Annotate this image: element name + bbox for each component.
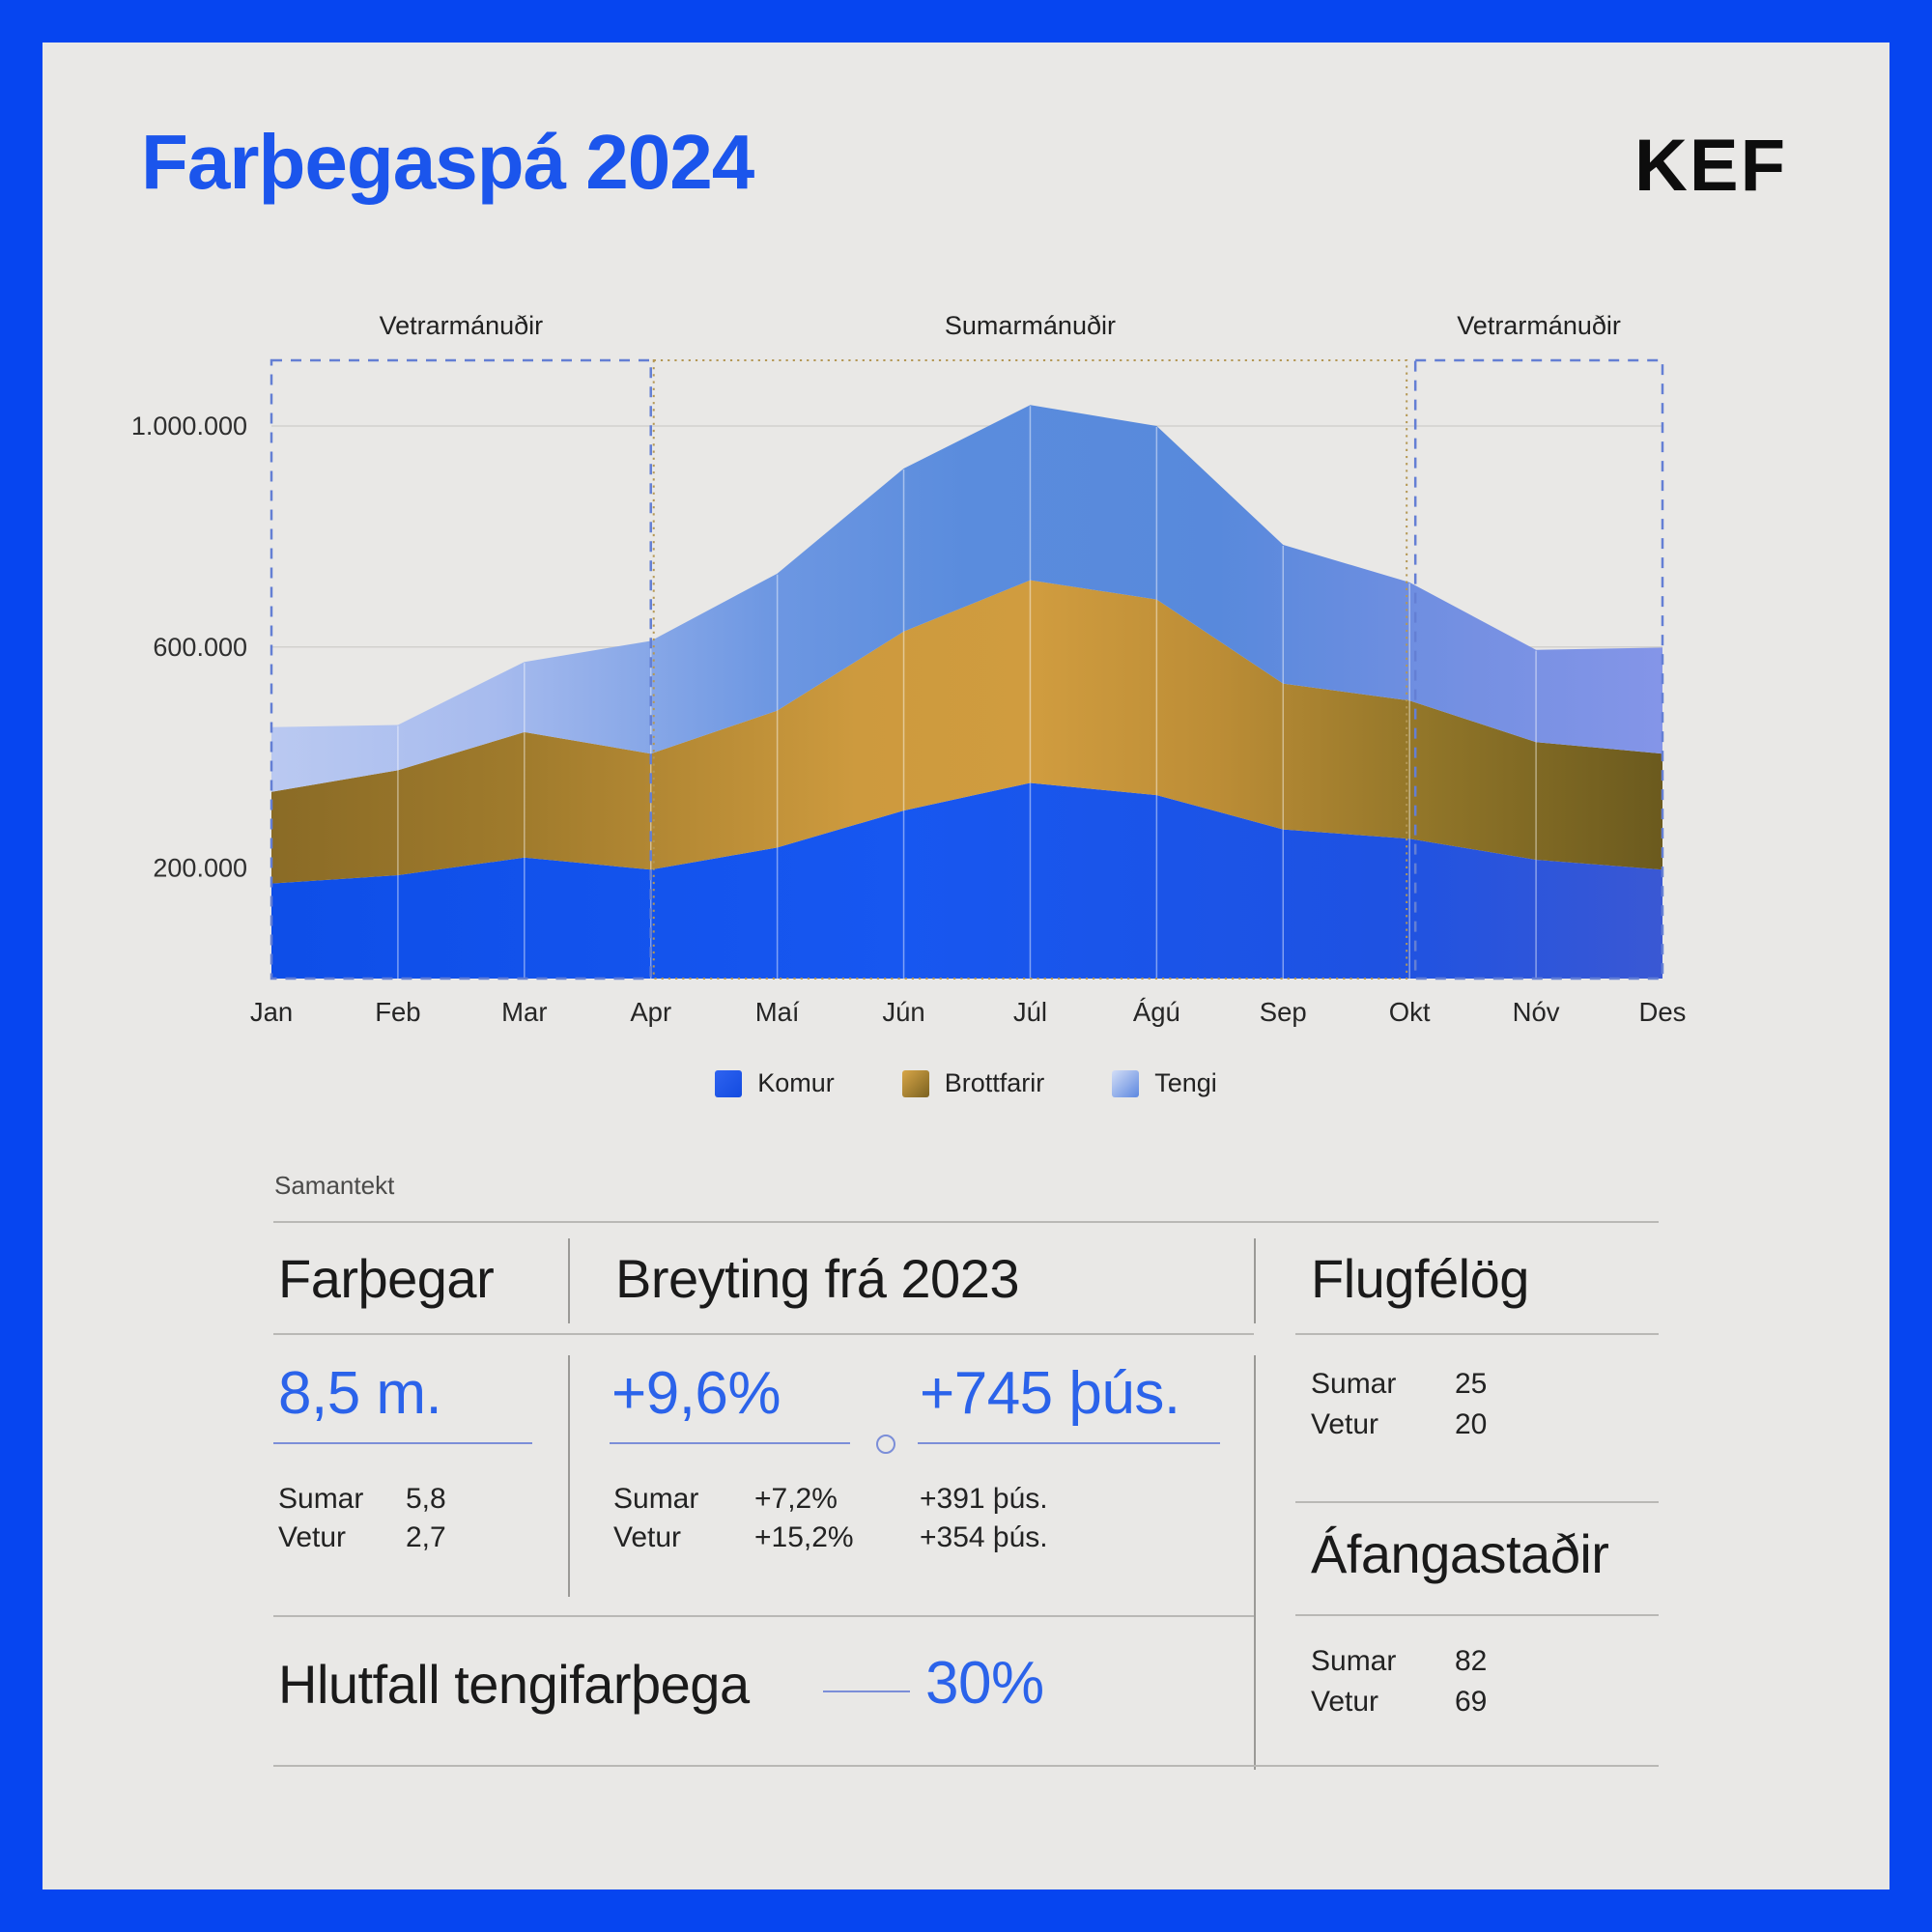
row-value: 25 [1455,1368,1488,1400]
farthegar-total-value: 8,5 m. [278,1360,442,1427]
stage: Farþegaspá 2024 KEF 1.000.000 600.000 200.… [43,43,1889,1889]
row-pct: +7,2% [754,1483,838,1515]
divider [1254,1238,1256,1323]
afangastadir-heading: Áfangastaðir [1311,1523,1609,1584]
x-axis-tick-label: Ágú [1133,997,1180,1027]
x-axis-tick-label: Júl [1013,997,1047,1027]
season-region-box [270,358,652,980]
season-region-label: Vetrarmánuðir [1457,311,1621,340]
breyting-abs-vetur: +354 þús. [920,1521,1048,1553]
row-label: Sumar [278,1483,364,1515]
value-underline [273,1442,532,1444]
divider [1295,1501,1659,1503]
row-label: Sumar [1311,1368,1397,1400]
divider [273,1221,1659,1223]
value-underline [610,1442,850,1444]
flugfelog-row-vetur: Vetur 20 [1311,1407,1487,1442]
stacked-area-chart: 1.000.000 600.000 200.000 Vetrarmánuðir Suma… [131,311,1687,1027]
row-value: 20 [1455,1408,1488,1440]
afangastadir-row-vetur: Vetur 69 [1311,1685,1487,1719]
x-axis-tick-label: Okt [1389,997,1431,1027]
legend-label: Komur [757,1068,835,1097]
chart-area-tengi [271,405,1662,792]
divider [273,1333,1254,1335]
row-label: Sumar [613,1483,699,1515]
hlutfall-label: Hlutfall tengifarþega [278,1654,750,1715]
breyting-absolute-value: +745 þús. [920,1360,1180,1427]
legend-item-komur: Komur [715,1068,835,1098]
breyting-heading: Breyting frá 2023 [615,1248,1019,1309]
legend-swatch-icon [1112,1069,1140,1097]
summary-section-label: Samantekt [274,1171,395,1200]
row-value: 2,7 [406,1521,446,1553]
breyting-percent-value: +9,6% [611,1360,781,1427]
chart-area-komur [271,782,1662,979]
hlutfall-value: 30% [925,1650,1044,1717]
circle-connector-icon [876,1435,895,1454]
legend-label: Brottfarir [944,1068,1045,1097]
row-label: Vetur [1311,1408,1379,1440]
page-title: Farþegaspá 2024 [141,119,754,205]
season-region-label: Sumarmánuðir [945,311,1116,340]
divider [1254,1355,1256,1770]
season-region-box [1413,358,1664,980]
afangastadir-row-sumar: Sumar 82 [1311,1644,1487,1679]
x-axis-tick-label: Nóv [1513,997,1560,1027]
divider [273,1615,1254,1617]
divider [568,1355,570,1597]
legend-item-brottfarir: Brottfarir [901,1068,1045,1098]
x-axis-tick-label: Jún [882,997,924,1027]
row-value: 69 [1455,1686,1488,1718]
row-label: Sumar [1311,1645,1397,1677]
value-underline [918,1442,1220,1444]
flugfelog-heading: Flugfélög [1311,1248,1529,1309]
divider [568,1238,570,1323]
chart-legend: Komur Brottfarir Tengi [43,1068,1889,1098]
season-region-box [652,359,1408,980]
farthegar-row-vetur: Vetur 2,7 [278,1520,446,1555]
row-label: Vetur [278,1521,347,1553]
kef-logo: KEF [1634,125,1787,207]
chart-area-brottfarir [271,580,1662,884]
y-axis-tick-label: 600.000 [153,633,247,662]
legend-item-tengi: Tengi [1112,1068,1217,1098]
x-axis-tick-label: Jan [250,997,293,1027]
farthegar-heading: Farþegar [278,1248,495,1309]
row-value: 82 [1455,1645,1488,1677]
farthegar-row-sumar: Sumar 5,8 [278,1482,446,1517]
x-axis-tick-label: Feb [375,997,420,1027]
row-label: Vetur [613,1521,682,1553]
row-value: 5,8 [406,1483,446,1515]
x-axis-tick-label: Apr [630,997,671,1027]
row-pct: +15,2% [754,1521,854,1553]
divider [1295,1614,1659,1616]
y-axis-tick-label: 1.000.000 [131,412,247,440]
flugfelog-row-sumar: Sumar 25 [1311,1367,1487,1402]
legend-swatch-icon [715,1069,743,1097]
breyting-abs-sumar: +391 þús. [920,1483,1048,1515]
x-axis-tick-label: Maí [755,997,800,1027]
legend-swatch-icon [901,1069,929,1097]
x-axis-tick-label: Sep [1260,997,1307,1027]
breyting-row-vetur: Vetur +15,2% [613,1520,854,1555]
y-axis-tick-label: 200.000 [153,854,247,883]
divider [1295,1333,1659,1335]
legend-label: Tengi [1154,1068,1217,1097]
row-label: Vetur [1311,1686,1379,1718]
x-axis-tick-label: Des [1639,997,1687,1027]
breyting-row-sumar: Sumar +7,2% [613,1482,838,1517]
season-region-label: Vetrarmánuðir [380,311,544,340]
hlutfall-connector-line [823,1690,910,1692]
x-axis-tick-label: Mar [501,997,547,1027]
divider [273,1765,1659,1767]
